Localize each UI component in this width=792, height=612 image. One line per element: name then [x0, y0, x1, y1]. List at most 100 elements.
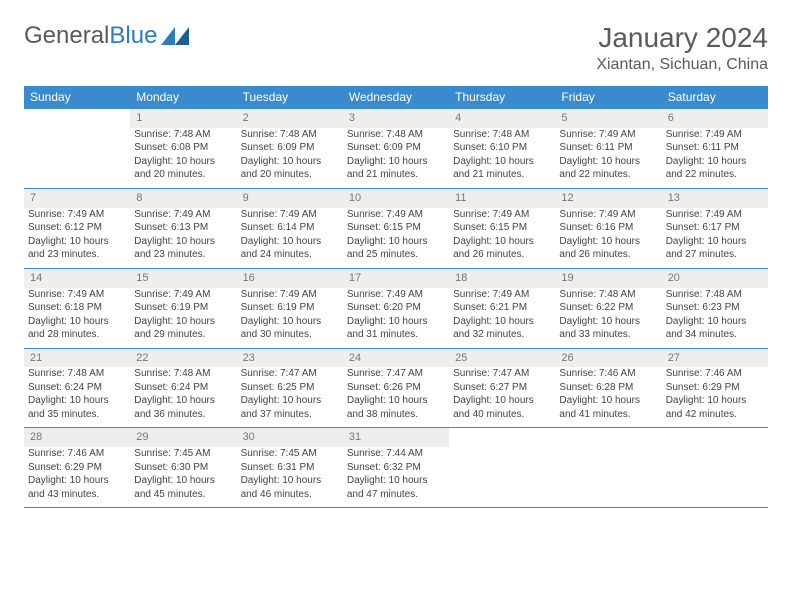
day-number: 21	[24, 348, 130, 367]
sunrise-label: Sunrise: 7:45 AM	[134, 447, 232, 461]
day-number: 10	[343, 188, 449, 207]
day-cell: Sunrise: 7:46 AMSunset: 6:28 PMDaylight:…	[555, 367, 661, 428]
daylight2-label: and 33 minutes.	[559, 328, 657, 342]
day-content-row: Sunrise: 7:49 AM Sunset: 6:18 PM Daylight:…	[24, 288, 768, 349]
day-number: 28	[24, 428, 130, 447]
day-cell: Sunrise: 7:48 AMSunset: 6:09 PMDaylight:…	[343, 128, 449, 189]
sunrise-label: Sunrise: 7:44 AM	[347, 447, 445, 461]
sunrise-label: Sunrise: 7:49 AM	[347, 208, 445, 222]
day-number: 26	[555, 348, 661, 367]
day-number: 4	[449, 109, 555, 128]
daylight2-label: and 40 minutes.	[453, 408, 551, 422]
sunset-label: Sunset: 6:09 PM	[241, 141, 339, 155]
day-cell: Sunrise: 7:46 AMSunset: 6:29 PMDaylight:…	[24, 447, 130, 508]
logo-text-1: General	[24, 22, 109, 50]
day-number-row: 21222324252627	[24, 348, 768, 367]
sunrise-label: Sunrise: 7:48 AM	[241, 128, 339, 142]
sunrise-label: Sunrise: 7:49 AM	[559, 208, 657, 222]
sunset-label: Sunset: 6:27 PM	[453, 381, 551, 395]
day-content-row: Sunrise: 7:49 AMSunset: 6:12 PMDaylight:…	[24, 208, 768, 269]
sunset-label: Sunset: 6:16 PM	[559, 221, 657, 235]
daylight1-label: Daylight: 10 hours	[241, 315, 339, 329]
daylight1-label: Daylight: 10 hours	[453, 235, 551, 249]
day-cell: Sunrise: 7:46 AMSunset: 6:29 PMDaylight:…	[662, 367, 768, 428]
page-title: January 2024	[596, 22, 768, 54]
day-cell: Sunrise: 7:49 AMSunset: 6:13 PMDaylight:…	[130, 208, 236, 269]
day-number: 8	[130, 188, 236, 207]
daylight2-label: and 26 minutes.	[559, 248, 657, 262]
sunset-label: Sunset: 6:24 PM	[134, 381, 232, 395]
day-cell: Sunrise: 7:49 AMSunset: 6:11 PMDaylight:…	[662, 128, 768, 189]
day-cell: Sunrise: 7:49 AMSunset: 6:17 PMDaylight:…	[662, 208, 768, 269]
sunrise-label: Sunrise: 7:49 AM	[241, 208, 339, 222]
day-cell	[662, 447, 768, 508]
sunrise-label: Sunrise: 7:47 AM	[241, 367, 339, 381]
daylight2-label: and 47 minutes.	[347, 488, 445, 502]
day-number: 16	[237, 268, 343, 287]
sunset-label: Sunset: 6:22 PM	[559, 301, 657, 315]
sunrise-label: Sunrise: 7:46 AM	[666, 367, 764, 381]
logo-shape-icon	[161, 27, 189, 45]
daylight2-label: and 20 minutes.	[134, 168, 232, 182]
daylight2-label: and 41 minutes.	[559, 408, 657, 422]
sunset-label: Sunset: 6:09 PM	[347, 141, 445, 155]
day-cell: Sunrise: 7:49 AMSunset: 6:18 PMDaylight:…	[24, 288, 130, 349]
day-number: 12	[555, 188, 661, 207]
day-header: Thursday	[449, 86, 555, 109]
day-number: 30	[237, 428, 343, 447]
daylight1-label: Daylight: 10 hours	[559, 394, 657, 408]
day-number	[449, 428, 555, 447]
day-number-row: 78910111213	[24, 188, 768, 207]
daylight1-label: Daylight: 10 hours	[347, 394, 445, 408]
daylight2-label: and 37 minutes.	[241, 408, 339, 422]
day-number: 23	[237, 348, 343, 367]
daylight2-label: and 20 minutes.	[241, 168, 339, 182]
day-cell: Sunrise: 7:48 AMSunset: 6:24 PMDaylight:…	[24, 367, 130, 428]
location-label: Xiantan, Sichuan, China	[596, 56, 768, 74]
sunset-label: Sunset: 6:29 PM	[666, 381, 764, 395]
sunset-label: Sunset: 6:15 PM	[453, 221, 551, 235]
day-number: 11	[449, 188, 555, 207]
day-number: 6	[662, 109, 768, 128]
day-cell: Sunrise: 7:48 AMSunset: 6:24 PMDaylight:…	[130, 367, 236, 428]
day-number: 15	[130, 268, 236, 287]
sunset-label: Sunset: 6:29 PM	[28, 461, 126, 475]
sunset-label: Sunset: 6:18 PM	[28, 301, 126, 315]
daylight2-label: and 32 minutes.	[453, 328, 551, 342]
sunset-label: Sunset: 6:20 PM	[347, 301, 445, 315]
sunrise-label: Sunrise: 7:49 AM	[134, 288, 232, 302]
day-cell: Sunrise: 7:47 AMSunset: 6:25 PMDaylight:…	[237, 367, 343, 428]
daylight1-label: Daylight: 10 hours	[134, 474, 232, 488]
sunset-label: Sunset: 6:32 PM	[347, 461, 445, 475]
daylight2-label: and 35 minutes.	[28, 408, 126, 422]
day-cell: Sunrise: 7:49 AMSunset: 6:20 PMDaylight:…	[343, 288, 449, 349]
daylight1-label: Daylight: 10 hours	[347, 315, 445, 329]
sunset-label: Sunset: 6:11 PM	[666, 141, 764, 155]
sunrise-label: Sunrise: 7:48 AM	[28, 367, 126, 381]
sunset-label: Sunset: 6:25 PM	[241, 381, 339, 395]
sunrise-label: Sunrise: 7:48 AM	[134, 367, 232, 381]
sunrise-label: Sunrise: 7:49 AM	[666, 208, 764, 222]
sunrise-label: Sunrise: 7:49 AM	[134, 208, 232, 222]
sunset-label: Sunset: 6:13 PM	[134, 221, 232, 235]
sunrise-label: Sunrise: 7:49 AM	[347, 288, 445, 302]
title-block: January 2024 Xiantan, Sichuan, China	[596, 22, 768, 74]
day-header: Monday	[130, 86, 236, 109]
sunset-label: Sunset: 6:15 PM	[347, 221, 445, 235]
sunrise-label: Sunrise: 7:46 AM	[28, 447, 126, 461]
day-cell: Sunrise: 7:49 AMSunset: 6:19 PMDaylight:…	[237, 288, 343, 349]
sunrise-label: Sunrise: 7:49 AM	[453, 288, 551, 302]
daylight2-label: and 30 minutes.	[241, 328, 339, 342]
day-number: 1	[130, 109, 236, 128]
sunset-label: Sunset: 6:31 PM	[241, 461, 339, 475]
day-cell: Sunrise: 7:44 AMSunset: 6:32 PMDaylight:…	[343, 447, 449, 508]
sunrise-label: Sunrise: 7:48 AM	[347, 128, 445, 142]
daylight1-label: Daylight: 10 hours	[347, 235, 445, 249]
day-cell: Sunrise: 7:49 AMSunset: 6:16 PMDaylight:…	[555, 208, 661, 269]
daylight1-label: Daylight: 10 hours	[453, 315, 551, 329]
daylight2-label: and 25 minutes.	[347, 248, 445, 262]
daylight1-label: Daylight: 10 hours	[559, 315, 657, 329]
daylight2-label: and 34 minutes.	[666, 328, 764, 342]
day-number: 2	[237, 109, 343, 128]
sunset-label: Sunset: 6:19 PM	[241, 301, 339, 315]
